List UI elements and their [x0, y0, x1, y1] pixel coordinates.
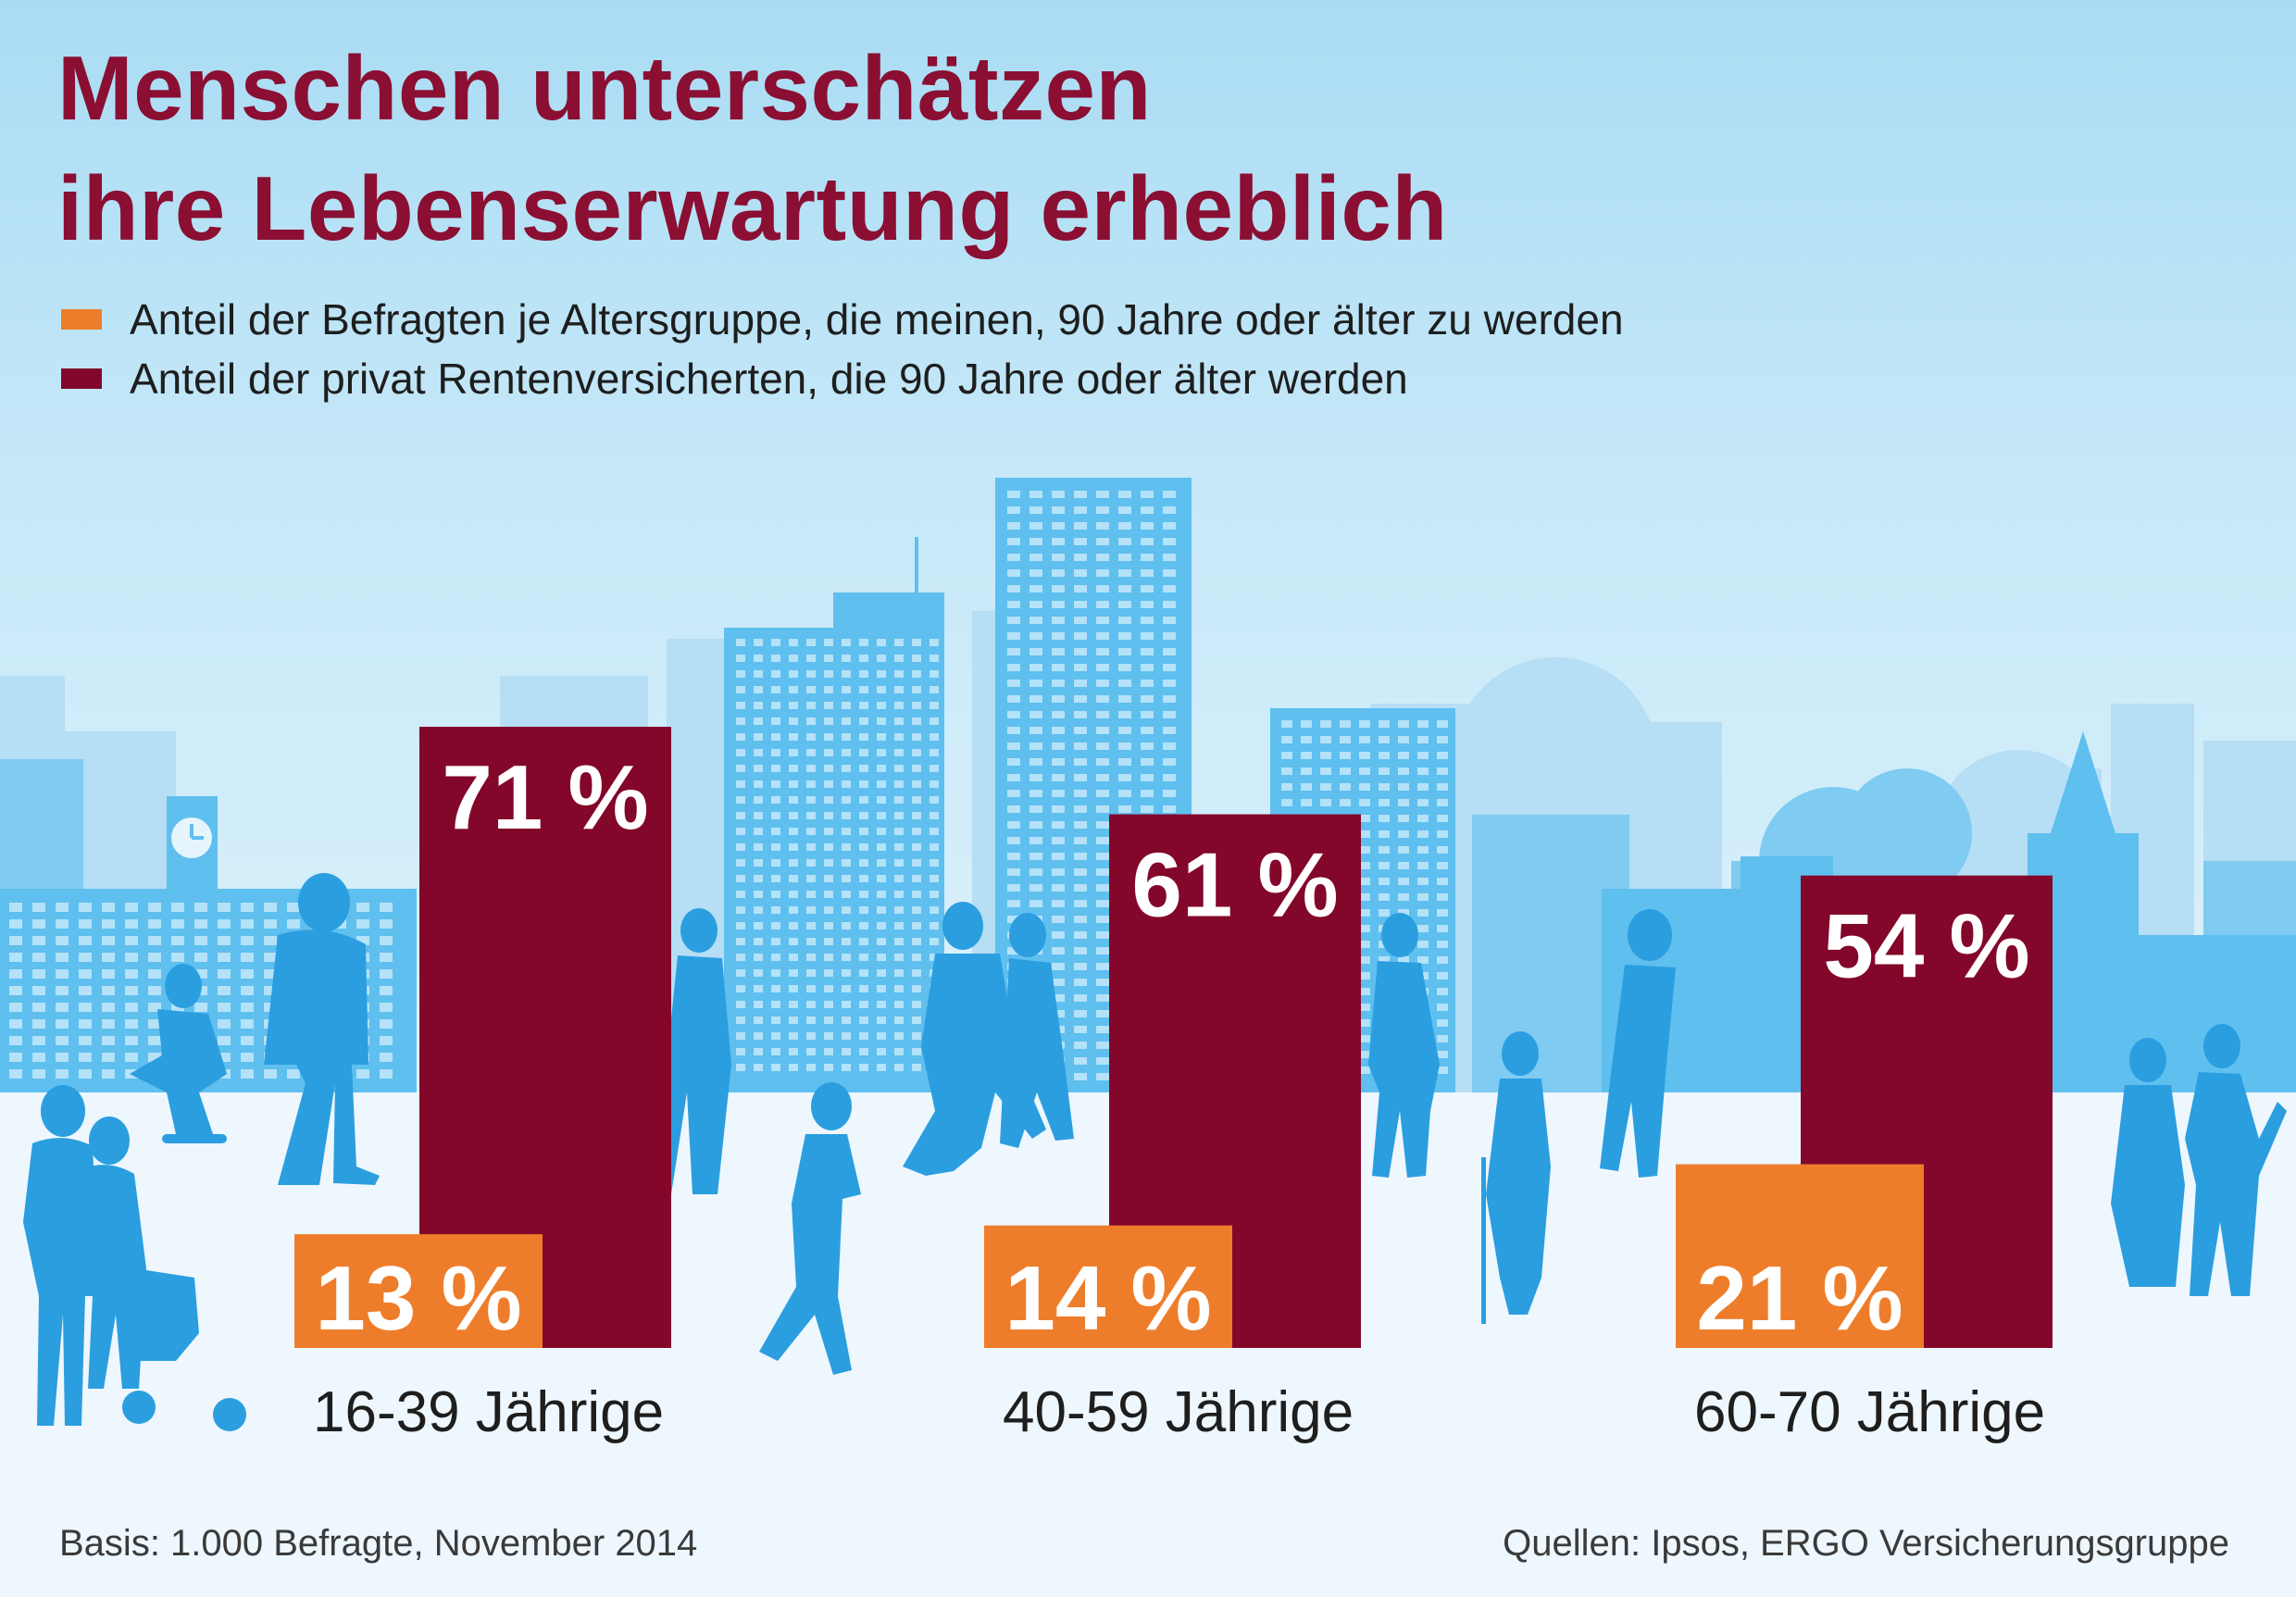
category-label-1: 16-39 Jährige	[313, 1380, 664, 1444]
footer-sources: Quellen: Ipsos, ERGO Versicherungsgruppe	[1503, 1523, 2229, 1564]
bar-respondents-3	[1676, 1164, 1924, 1348]
footer-basis: Basis: 1.000 Befragte, November 2014	[59, 1523, 698, 1564]
data-label-respondents-2: 14 %	[1004, 1247, 1211, 1349]
data-label-insured-2: 61 %	[1131, 834, 1338, 936]
data-label-respondents-1: 13 %	[315, 1247, 521, 1349]
legend-item-respondents: Anteil der Befragten je Altersgruppe, di…	[61, 294, 1624, 344]
legend-label-insured: Anteil der privat Rentenversicherten, di…	[130, 355, 1408, 403]
legend-swatch-maroon	[61, 368, 102, 389]
data-label-respondents-3: 21 %	[1696, 1247, 1903, 1349]
data-label-insured-1: 71 %	[442, 746, 648, 848]
legend-label-respondents: Anteil der Befragten je Altersgruppe, di…	[130, 295, 1624, 343]
legend-item-insured: Anteil der privat Rentenversicherten, di…	[61, 354, 1408, 404]
category-label-2: 40-59 Jährige	[1003, 1380, 1354, 1444]
data-label-insured-3: 54 %	[1823, 895, 2029, 997]
bar-respondents-1	[294, 1234, 543, 1348]
chart-title-line-2: ihre Lebenserwartung erheblich	[57, 157, 1448, 259]
category-label-3: 60-70 Jährige	[1694, 1380, 2045, 1444]
legend-swatch-orange	[61, 309, 102, 330]
chart-title-line-1: Menschen unterschätzen	[57, 37, 1152, 139]
bar-respondents-2	[984, 1225, 1232, 1348]
